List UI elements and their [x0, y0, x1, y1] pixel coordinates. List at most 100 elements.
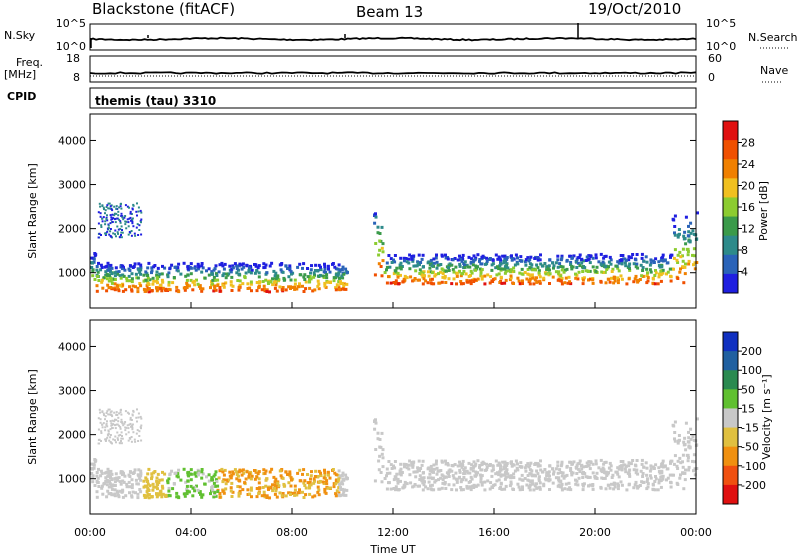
- velocity-echo: [581, 476, 585, 479]
- velocity-echo: [128, 437, 131, 439]
- power-echo: [125, 227, 128, 230]
- power-echo: [323, 281, 327, 285]
- cpid-frame: [89, 87, 697, 109]
- power-echo: [200, 289, 204, 293]
- velocity-echo: [214, 494, 218, 498]
- power-echo: [155, 276, 159, 280]
- power-echo: [385, 261, 389, 265]
- power-echo: [114, 233, 116, 236]
- velocity-echo: [205, 475, 208, 479]
- power-echo: [653, 274, 657, 277]
- power-echo: [532, 282, 536, 286]
- nave-tick-bottom: 0: [708, 71, 715, 84]
- velocity-echo: [568, 486, 572, 490]
- power-echo: [137, 206, 140, 209]
- velocity-echo: [126, 411, 129, 414]
- velocity-echo: [503, 473, 507, 477]
- power-echo: [673, 225, 677, 228]
- velocity-echo: [589, 461, 593, 464]
- velocity-echo: [444, 475, 448, 479]
- power-echo: [494, 253, 498, 257]
- power-echo: [640, 274, 644, 278]
- power-echo: [447, 264, 451, 268]
- velocity-echo: [507, 475, 511, 479]
- velocity-echo: [458, 460, 461, 464]
- velocity-echo: [189, 472, 193, 476]
- power-echo: [125, 220, 128, 223]
- power-echo: [95, 284, 99, 288]
- velocity-echo: [490, 474, 494, 478]
- velocity-echo: [114, 418, 116, 421]
- velocity-echo: [105, 478, 109, 482]
- power-echo: [407, 257, 411, 261]
- power-echo: [102, 206, 105, 209]
- power-echo: [243, 275, 247, 279]
- velocity-echo: [298, 479, 302, 483]
- velocity-echo: [421, 471, 425, 475]
- power-echo: [559, 274, 563, 278]
- velocity-echo: [559, 471, 563, 474]
- velocity-echo: [659, 485, 663, 489]
- velocity-echo: [249, 486, 253, 490]
- velocity-echo: [304, 486, 308, 490]
- velocity-echo: [660, 471, 664, 475]
- power-echo: [389, 257, 393, 261]
- power-echo: [249, 271, 253, 275]
- power-echo: [116, 225, 119, 228]
- velocity-echo: [221, 470, 225, 474]
- power-echo: [107, 286, 111, 290]
- velocity-echo: [108, 439, 111, 442]
- velocity-echo: [376, 431, 380, 435]
- power-echo: [564, 276, 568, 280]
- power-echo: [272, 269, 276, 273]
- power-echo: [182, 286, 186, 290]
- velocity-echo: [681, 465, 685, 469]
- velocity-echo: [385, 467, 389, 471]
- power-echo: [334, 286, 338, 290]
- velocity-echo: [459, 463, 463, 467]
- velocity-echo: [157, 481, 161, 485]
- power-echo: [689, 231, 693, 235]
- power-echo: [589, 277, 592, 281]
- velocity-echo: [314, 469, 318, 473]
- power-echo: [150, 271, 153, 275]
- velocity-echo: [119, 489, 122, 493]
- power-echo: [200, 262, 204, 265]
- velocity-echo: [531, 474, 535, 478]
- velocity-echo: [387, 481, 390, 485]
- power-echo: [583, 266, 587, 270]
- power-echo: [574, 272, 577, 276]
- power-echo: [563, 268, 567, 272]
- velocity-echo: [323, 490, 327, 494]
- power-echo: [159, 283, 163, 287]
- velocity-echo: [469, 475, 473, 479]
- power-echo: [109, 279, 113, 283]
- velocity-echo: [244, 477, 248, 481]
- velocity-echo: [249, 488, 253, 492]
- power-echo: [478, 267, 482, 271]
- power-colorbar-label: Power [dB]: [757, 181, 770, 241]
- velocity-echo: [264, 478, 268, 482]
- power-echo: [523, 260, 527, 264]
- power-echo: [649, 270, 653, 274]
- power-echo: [617, 269, 621, 273]
- velocity-echo: [560, 460, 564, 464]
- velocity-echo: [657, 481, 661, 485]
- velocity-echo: [269, 485, 273, 489]
- power-echo: [420, 257, 424, 261]
- velocity-echo: [547, 477, 550, 481]
- velocity-echo: [155, 476, 159, 480]
- velocity-echo: [313, 479, 316, 483]
- velocity-echo: [193, 489, 197, 493]
- power-echo: [681, 247, 685, 251]
- velocity-echo: [215, 478, 218, 482]
- velocity-echo: [512, 476, 516, 479]
- ytick-label: 4000: [58, 134, 86, 147]
- velocity-echo: [565, 464, 569, 468]
- power-echo: [551, 261, 555, 265]
- power-echo: [581, 278, 585, 282]
- velocity-echo: [601, 466, 605, 470]
- power-echo: [478, 259, 481, 263]
- velocity-echo: [140, 417, 143, 420]
- power-echo: [444, 253, 447, 257]
